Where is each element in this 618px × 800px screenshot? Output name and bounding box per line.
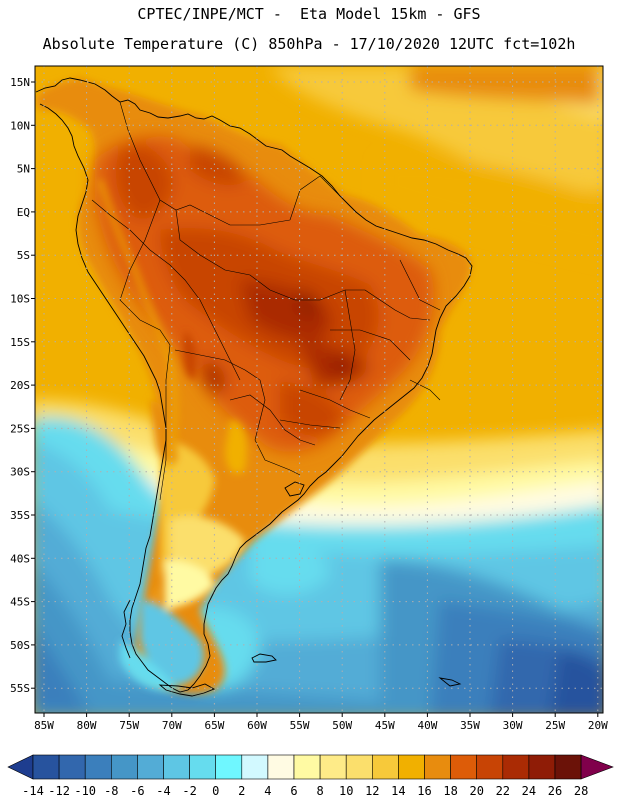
country-borders (91, 101, 441, 501)
lon-label-10: 35W (460, 719, 480, 732)
lat-label-14: 55S (10, 682, 30, 695)
colorbar-label-5: -4 (156, 784, 170, 798)
colorbar-swatch-3 (84, 754, 112, 780)
colorbar-label-17: 20 (469, 784, 483, 798)
lon-label-4: 65W (204, 719, 224, 732)
lat-label-12: 45S (10, 596, 30, 609)
lat-label-0: 15N (10, 76, 30, 89)
lon-label-0: 85W (34, 719, 54, 732)
colorbar-label-10: 6 (290, 784, 297, 798)
colorbar-label-9: 4 (264, 784, 271, 798)
lon-label-13: 20W (588, 719, 608, 732)
colorbar-label-7: 0 (212, 784, 219, 798)
lat-label-7: 20S (10, 379, 30, 392)
colorbar-label-8: 2 (238, 784, 245, 798)
colorbar-swatch-15 (398, 754, 425, 780)
colorbar-label-12: 10 (339, 784, 353, 798)
colorbar-swatch-6 (163, 754, 190, 780)
axis-ticks (31, 81, 599, 717)
colorbar-label-14: 14 (391, 784, 405, 798)
colorbar (7, 754, 614, 780)
colorbar-swatch-8 (215, 754, 243, 780)
colorbar-label-20: 26 (548, 784, 562, 798)
lat-label-13: 50S (10, 639, 30, 652)
colorbar-label-6: -2 (182, 784, 196, 798)
lat-label-10: 35S (10, 509, 30, 522)
colorbar-label-19: 24 (522, 784, 536, 798)
colorbar-swatch-17 (450, 754, 478, 780)
colorbar-swatch-7 (189, 754, 217, 780)
colorbar-label-21: 28 (574, 784, 588, 798)
lat-label-11: 40S (10, 552, 30, 565)
lat-label-2: 5N (17, 163, 30, 176)
lat-label-4: 5S (17, 249, 30, 262)
lon-label-7: 50W (332, 719, 352, 732)
colorbar-swatch-16 (424, 754, 451, 780)
map-frame (34, 65, 604, 714)
colorbar-swatch-20 (528, 754, 556, 780)
lon-label-11: 30W (503, 719, 523, 732)
colorbar-swatch-21 (554, 754, 582, 780)
lon-label-9: 40W (417, 719, 437, 732)
colorbar-swatch-5 (137, 754, 164, 780)
lon-label-6: 55W (290, 719, 310, 732)
colorbar-swatch-10 (267, 754, 295, 780)
lon-label-3: 70W (162, 719, 182, 732)
lat-label-9: 30S (10, 466, 30, 479)
lat-label-5: 10S (10, 293, 30, 306)
lat-label-6: 15S (10, 336, 30, 349)
colorbar-swatch-14 (371, 754, 399, 780)
temperature-field (35, 66, 603, 713)
colorbar-label-11: 8 (316, 784, 323, 798)
colorbar-label-1: -12 (48, 784, 70, 798)
colorbar-swatch-13 (345, 754, 373, 780)
colorbar-swatch-1 (32, 754, 60, 780)
colorbar-label-0: -14 (22, 784, 44, 798)
colorbar-swatch-4 (111, 754, 138, 780)
colorbar-swatch-18 (476, 754, 504, 780)
lon-label-2: 75W (119, 719, 139, 732)
colorbar-label-16: 18 (443, 784, 457, 798)
lat-label-1: 10N (10, 119, 30, 132)
lat-label-3: EQ (17, 206, 30, 219)
colorbar-label-3: -8 (104, 784, 118, 798)
lon-label-8: 45W (375, 719, 395, 732)
colorbar-swatch-22 (580, 754, 614, 780)
colorbar-label-18: 22 (496, 784, 510, 798)
lon-label-5: 60W (247, 719, 267, 732)
colorbar-label-4: -6 (130, 784, 144, 798)
chart-subtitle: Absolute Temperature (C) 850hPa - 17/10/… (42, 35, 576, 53)
coastlines (35, 77, 473, 697)
colorbar-swatch-9 (241, 754, 269, 780)
lat-label-8: 25S (10, 422, 30, 435)
colorbar-label-13: 12 (365, 784, 379, 798)
colorbar-swatch-11 (293, 754, 321, 780)
colorbar-labels: -14 -12 -10 -8 -6 -4 -2 0 2 4 6 8 10 12 14 16 18 20 22 24 26… (22, 784, 588, 798)
longitude-axis: 85W 80W 75W 70W 65W 60W 55W 50W 45W 40W 35W 30W 25W 2… (34, 719, 608, 732)
colorbar-label-15: 16 (417, 784, 431, 798)
lon-label-1: 80W (77, 719, 97, 732)
latitude-axis: 15N 10N 5N EQ 5S 10S 15S 20S 25S 30S 35S 40S 45S 50S 5… (10, 76, 30, 695)
colorbar-swatch-0 (7, 754, 34, 780)
colorbar-swatch-2 (58, 754, 86, 780)
lon-label-12: 25W (545, 719, 565, 732)
chart-title: CPTEC/INPE/MCT - Eta Model 15km - GFS (137, 5, 481, 23)
colorbar-swatch-12 (319, 754, 347, 780)
colorbar-label-2: -10 (74, 784, 96, 798)
colorbar-swatch-19 (502, 754, 530, 780)
